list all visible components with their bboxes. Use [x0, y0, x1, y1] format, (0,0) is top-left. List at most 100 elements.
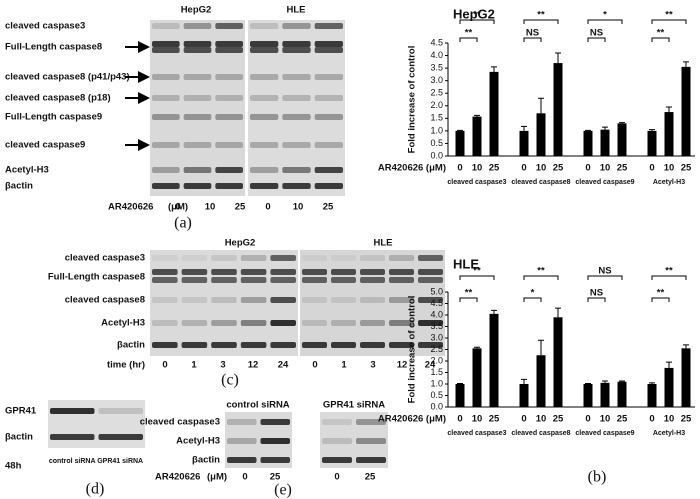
- bar: [519, 384, 529, 407]
- significance-label: NS: [590, 288, 603, 299]
- x-tick-label: 10: [600, 414, 611, 425]
- blot-band: [360, 320, 385, 326]
- blot-band: [183, 114, 212, 120]
- bar: [681, 348, 691, 407]
- significance-label: **: [473, 10, 481, 21]
- panel-label: (e): [274, 482, 292, 499]
- error-bar: [538, 339, 544, 356]
- blot-band: [183, 95, 212, 101]
- x-tick-label: 25: [617, 163, 628, 174]
- significance-bracket: [651, 37, 670, 42]
- lane-label: 0: [334, 472, 339, 483]
- x-tick-label: 0: [521, 163, 526, 174]
- y-tick-label: 3.5: [430, 321, 443, 331]
- y-axis-label: Fold increase of control: [407, 46, 418, 154]
- blot-band: [183, 74, 212, 80]
- blot-band: [152, 342, 178, 348]
- error-bar: [521, 378, 527, 384]
- significance-bracket: [523, 275, 559, 280]
- blot-band: [250, 167, 279, 173]
- blot-band: [215, 74, 243, 80]
- blot-band: [152, 320, 178, 326]
- x-tick-label: 25: [553, 414, 564, 425]
- x-tick-label: 10: [664, 414, 675, 425]
- blot-band: [240, 320, 267, 326]
- panel-d: GPR41 βactin 48h control siRNA GPR41 siR…: [5, 400, 145, 498]
- blot-header: HepG2: [225, 238, 256, 249]
- x-tick-label: 25: [553, 163, 564, 174]
- significance-bracket: [651, 297, 670, 302]
- error-bar: [602, 126, 608, 130]
- significance-bracket: [459, 297, 478, 302]
- blot-band: [282, 142, 311, 148]
- blot-band: [270, 255, 296, 261]
- significance-label: **: [465, 288, 473, 299]
- lane-label: 3: [220, 360, 225, 371]
- lane-label: 0: [242, 472, 247, 483]
- blot-band: [356, 419, 386, 425]
- row-label: Acetyl-H3: [176, 436, 220, 447]
- panel-label: (a): [174, 215, 192, 232]
- blot-band: [302, 277, 327, 283]
- group-label: cleaved caspase3: [447, 430, 506, 437]
- blot-band: [250, 41, 279, 47]
- blot-band: [250, 142, 279, 148]
- blot-band: [282, 114, 311, 120]
- bar: [553, 317, 563, 407]
- blot-band: [227, 419, 257, 425]
- row-label: cleaved caspase8 (p41/p43): [5, 72, 130, 83]
- blot-band: [331, 320, 356, 326]
- blot-header: control siRNA: [226, 400, 289, 411]
- bar: [472, 116, 482, 156]
- blot-band: [270, 342, 296, 348]
- blot-band: [260, 419, 290, 425]
- panel-label: (c): [221, 372, 239, 389]
- error-bar: [649, 129, 655, 131]
- lane-label: 3: [370, 360, 375, 371]
- bar: [519, 130, 529, 156]
- significance-label: *: [531, 288, 535, 299]
- blot-band: [331, 342, 356, 348]
- blot-band: [215, 47, 243, 53]
- blot-band: [314, 142, 343, 148]
- blot-band: [152, 23, 180, 29]
- blot-band: [282, 183, 311, 189]
- blot-band: [227, 457, 257, 463]
- error-bar: [683, 344, 689, 349]
- blot-band: [282, 41, 311, 47]
- error-bar: [555, 52, 561, 64]
- error-bar: [619, 380, 625, 382]
- row-label: βactin: [192, 455, 220, 466]
- blot-band: [314, 167, 343, 173]
- blot-band: [152, 95, 180, 101]
- blot-band: [240, 342, 267, 348]
- y-tick-label: 0.0: [430, 150, 443, 160]
- x-tick-label: 10: [536, 414, 547, 425]
- blot-band: [331, 269, 356, 275]
- significance-label: **: [473, 266, 481, 277]
- error-bar: [602, 380, 608, 383]
- significance-bracket: [459, 37, 478, 42]
- bar: [617, 123, 627, 156]
- y-tick-label: 2.0: [430, 355, 443, 365]
- row-label: cleaved caspase8 (p18): [5, 93, 111, 104]
- blot-band: [152, 269, 178, 275]
- lane-label: 12: [397, 360, 408, 371]
- x-tick-label: 10: [472, 414, 483, 425]
- x-tick-label: 25: [489, 414, 500, 425]
- y-tick-label: 4.0: [430, 309, 443, 319]
- blot-band: [181, 342, 208, 348]
- significance-bracket: [523, 37, 542, 42]
- y-tick-label: 4.0: [430, 50, 443, 60]
- blot-band: [152, 47, 180, 53]
- blot-band: [181, 277, 208, 283]
- y-tick-label: 1.5: [430, 367, 443, 377]
- x-tick-label: 10: [664, 163, 675, 174]
- y-tick-label: 3.5: [430, 62, 443, 72]
- error-bar: [666, 361, 672, 368]
- blot-band: [314, 41, 343, 47]
- y-tick-label: 3.0: [430, 75, 443, 85]
- time-label: 48h: [5, 461, 22, 472]
- row-label: βactin: [5, 432, 33, 443]
